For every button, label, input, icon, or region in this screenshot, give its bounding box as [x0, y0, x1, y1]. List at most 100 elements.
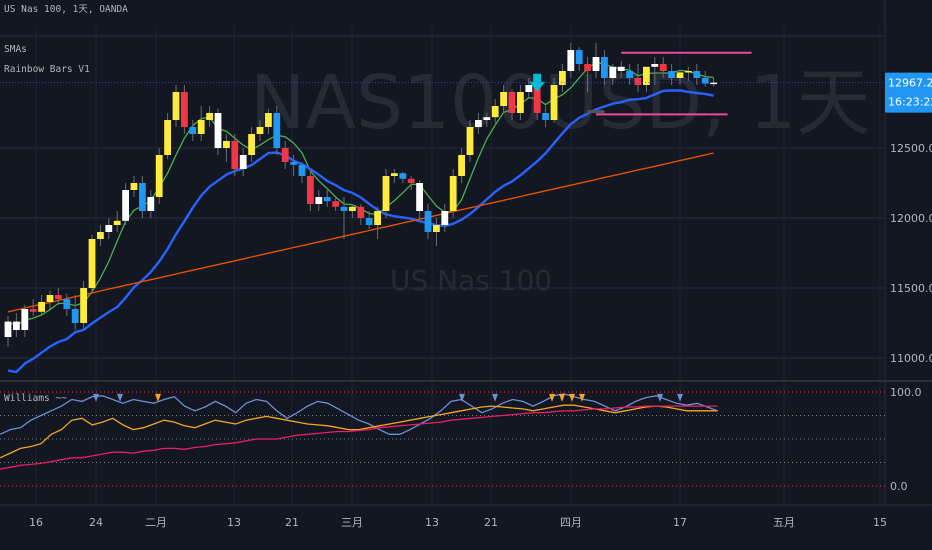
candle	[609, 64, 617, 85]
candle-body	[97, 232, 104, 239]
candle-body	[483, 117, 491, 120]
candle	[399, 171, 407, 183]
candle-body	[340, 206, 348, 211]
symbol-text: US Nas 100, 1天, OANDA	[4, 4, 128, 15]
slow-ma-line	[7, 152, 714, 313]
candle-body	[567, 50, 575, 71]
candle-body	[147, 197, 155, 211]
osc-tick-label: 0.0	[890, 480, 908, 493]
candle	[71, 295, 79, 330]
osc-legend[interactable]: Williams ~~	[4, 393, 67, 405]
price-tick-label: 12500.0	[890, 142, 932, 155]
candle	[197, 106, 205, 141]
candle	[315, 190, 323, 211]
candle	[601, 50, 608, 85]
candle-body	[559, 71, 566, 85]
candle-body	[265, 113, 272, 127]
candle-body	[113, 220, 121, 225]
candle	[122, 183, 129, 225]
candle-body	[676, 72, 684, 78]
candle-body	[323, 197, 331, 202]
candle-body	[248, 134, 255, 155]
bars-legend[interactable]: Rainbow Bars V1	[4, 64, 90, 76]
candle-body	[525, 85, 533, 92]
ma-legend[interactable]: SMAs	[4, 44, 27, 56]
watermark-name: US Nas 100	[390, 264, 552, 297]
signal-triangle	[579, 393, 585, 402]
candle	[290, 155, 297, 176]
candle	[223, 134, 230, 162]
osc-text: Williams ~~	[4, 393, 67, 404]
candle-body	[416, 183, 423, 211]
signal-triangle	[492, 393, 498, 402]
candle	[38, 295, 45, 316]
candle	[21, 304, 29, 337]
time-tick-label: 15	[873, 516, 887, 529]
candle-body	[206, 113, 213, 120]
candle-body	[424, 211, 432, 232]
candle	[693, 64, 701, 85]
signal-triangle	[657, 393, 663, 402]
time-tick-label: 21	[285, 516, 299, 529]
bars-text: Rainbow Bars V1	[4, 64, 90, 75]
candle	[525, 78, 533, 99]
symbol-legend[interactable]: US Nas 100, 1天, OANDA	[4, 4, 128, 16]
candle	[676, 69, 684, 85]
candle	[55, 288, 62, 305]
candle	[256, 120, 264, 141]
candle	[63, 293, 71, 316]
candle	[592, 43, 600, 78]
candle	[357, 204, 365, 225]
candle	[307, 169, 314, 211]
candle	[382, 169, 390, 218]
osc-tick-label: 100.0	[890, 386, 922, 399]
price-tick-label: 12000.0	[890, 212, 932, 225]
candle-body	[550, 85, 558, 120]
candle	[584, 57, 591, 92]
time-tick-label: 二月	[145, 516, 167, 529]
candle	[559, 64, 566, 92]
candle-body	[122, 190, 129, 221]
time-tick-label: 四月	[560, 516, 582, 529]
candle	[500, 85, 507, 113]
candle-body	[441, 211, 449, 225]
candle-body	[391, 173, 398, 176]
time-tick-label: 三月	[341, 516, 363, 529]
candle	[365, 211, 373, 230]
candle-body	[701, 78, 709, 84]
candle-body	[63, 299, 71, 309]
candle-body	[626, 71, 633, 78]
candle	[281, 141, 289, 169]
candle	[113, 211, 121, 232]
candle	[340, 197, 348, 239]
candle	[130, 176, 138, 197]
current-price-badge	[885, 72, 932, 113]
candle-body	[290, 162, 297, 165]
candle-body	[181, 92, 188, 127]
candle-body	[449, 176, 457, 211]
candle	[659, 57, 667, 78]
candle	[416, 180, 423, 218]
candle	[643, 66, 650, 92]
candle-body	[139, 183, 146, 211]
signal-triangle	[569, 393, 575, 402]
candle-body	[38, 302, 45, 312]
candle	[634, 64, 642, 92]
candlesticks	[4, 43, 717, 347]
candle	[349, 204, 356, 218]
countdown-label: 16:23:22	[888, 96, 932, 109]
time-tick-label: 五月	[773, 516, 795, 529]
candle	[139, 176, 146, 218]
candle	[46, 290, 54, 309]
candle-body	[130, 183, 138, 190]
candle-body	[164, 120, 171, 155]
candle-body	[214, 113, 222, 148]
candle-body	[575, 50, 583, 64]
candle	[491, 99, 499, 123]
candle-body	[433, 225, 440, 232]
candle-body	[508, 92, 516, 113]
candle-body	[239, 155, 247, 169]
candle	[181, 85, 188, 134]
